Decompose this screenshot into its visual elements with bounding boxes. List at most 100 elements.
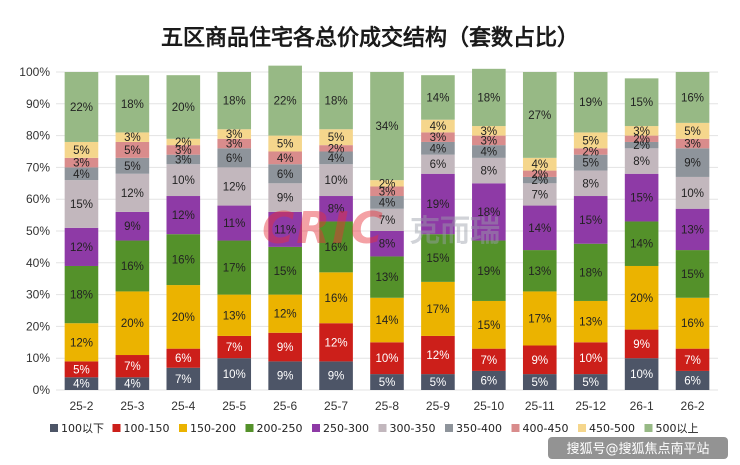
data-label: 3% bbox=[379, 186, 396, 198]
data-label: 15% bbox=[630, 97, 653, 109]
data-label: 7% bbox=[531, 189, 548, 201]
data-label: 18% bbox=[477, 207, 500, 219]
bar-segment bbox=[624, 265, 659, 330]
data-label: 3% bbox=[481, 135, 498, 147]
bar-segment bbox=[319, 323, 353, 362]
bar-segment bbox=[624, 173, 659, 222]
x-tick-label: 25-2 bbox=[69, 399, 93, 413]
data-label: 4% bbox=[277, 153, 294, 165]
bar-segment bbox=[573, 170, 608, 197]
bar-segment bbox=[268, 211, 302, 247]
data-label: 13% bbox=[579, 317, 602, 329]
bar-segment bbox=[64, 361, 99, 378]
bar-segment bbox=[675, 176, 710, 209]
bar-segment bbox=[319, 361, 353, 390]
credit-background bbox=[548, 437, 728, 459]
data-label: 19% bbox=[477, 266, 500, 278]
data-label: 20% bbox=[172, 102, 195, 114]
data-label: 5% bbox=[124, 145, 141, 157]
data-label: 5% bbox=[430, 377, 447, 389]
bar-segment bbox=[115, 377, 150, 390]
bar-segment bbox=[319, 72, 353, 130]
bar-segment bbox=[522, 291, 557, 346]
bar-segment bbox=[421, 374, 455, 390]
data-label: 15% bbox=[274, 266, 297, 278]
legend-label: 100-150 bbox=[124, 422, 170, 435]
data-label: 15% bbox=[630, 193, 653, 205]
data-label: 34% bbox=[375, 121, 398, 133]
y-tick-label: 10% bbox=[26, 351, 50, 365]
legend-label: 200-250 bbox=[257, 422, 303, 435]
data-label: 4% bbox=[430, 143, 447, 155]
bar-segment bbox=[675, 122, 710, 139]
x-tick-label: 25-12 bbox=[575, 399, 606, 413]
legend-label: 400-450 bbox=[523, 422, 569, 435]
bar-segment bbox=[522, 72, 557, 158]
data-label: 15% bbox=[70, 199, 93, 211]
data-label: 5% bbox=[379, 377, 396, 389]
bar-segment bbox=[115, 291, 150, 356]
data-label: 9% bbox=[328, 371, 345, 383]
segment-labels: 4%5%12%18%12%15%4%3%5%22%4%7%20%16%9%12%… bbox=[70, 92, 704, 390]
legend-swatch bbox=[312, 424, 320, 432]
bar-segment bbox=[472, 240, 506, 301]
bar-segment bbox=[319, 221, 353, 273]
data-label: 17% bbox=[528, 313, 551, 325]
bar-segment bbox=[268, 246, 302, 295]
legend-swatch bbox=[445, 424, 453, 432]
bar-segment bbox=[472, 370, 506, 390]
legend-swatch bbox=[511, 424, 520, 432]
x-tick-label: 25-10 bbox=[473, 399, 504, 413]
bar-segment bbox=[421, 132, 455, 142]
bar-segment bbox=[573, 300, 608, 343]
bar-segment bbox=[64, 157, 99, 168]
bar-segment bbox=[217, 138, 252, 149]
data-label: 5% bbox=[73, 145, 90, 157]
y-tick-label: 40% bbox=[26, 256, 50, 270]
bar-segment bbox=[166, 164, 201, 197]
y-tick-label: 70% bbox=[26, 160, 50, 174]
bar-segment bbox=[166, 138, 201, 146]
bar-segment bbox=[472, 68, 506, 127]
bar-segment bbox=[675, 250, 710, 298]
data-label: 2% bbox=[328, 143, 345, 155]
bar-segment bbox=[115, 132, 150, 142]
bar-segment bbox=[268, 65, 302, 136]
data-label: 18% bbox=[325, 96, 348, 108]
data-label: 4% bbox=[481, 147, 498, 159]
watermark-text: 克而瑞 bbox=[410, 214, 500, 249]
bar-segment bbox=[421, 281, 455, 336]
bar-segment bbox=[472, 157, 506, 184]
bar-segment bbox=[217, 294, 252, 336]
bar-segment bbox=[573, 196, 608, 244]
data-label: 18% bbox=[579, 267, 602, 279]
legend-label: 450-500 bbox=[589, 422, 635, 435]
data-label: 18% bbox=[70, 290, 93, 302]
data-label: 14% bbox=[375, 315, 398, 327]
data-label: 15% bbox=[579, 215, 602, 227]
data-label: 5% bbox=[684, 126, 701, 138]
bar-segment bbox=[624, 126, 659, 136]
bar-segment bbox=[166, 196, 201, 235]
bar-segment bbox=[675, 208, 710, 251]
bar-segment bbox=[370, 186, 404, 197]
data-label: 14% bbox=[528, 223, 551, 235]
data-label: 3% bbox=[481, 126, 498, 138]
bar-segment bbox=[573, 148, 608, 155]
data-label: 16% bbox=[172, 255, 195, 267]
bar-segment bbox=[573, 374, 608, 390]
data-label: 2% bbox=[175, 137, 192, 149]
data-label: 5% bbox=[328, 132, 345, 144]
data-label: 4% bbox=[73, 379, 90, 391]
data-label: 12% bbox=[70, 242, 93, 254]
data-label: 12% bbox=[223, 181, 246, 193]
bar-segment bbox=[370, 297, 404, 343]
x-tick-label: 25-3 bbox=[120, 399, 144, 413]
data-label: 7% bbox=[124, 361, 141, 373]
bar-segment bbox=[115, 157, 150, 174]
data-label: 3% bbox=[73, 158, 90, 170]
credit-text: 搜狐号@搜狐焦点南平站 bbox=[566, 441, 709, 457]
bar-segment bbox=[624, 221, 659, 266]
bar-segment bbox=[64, 180, 99, 228]
